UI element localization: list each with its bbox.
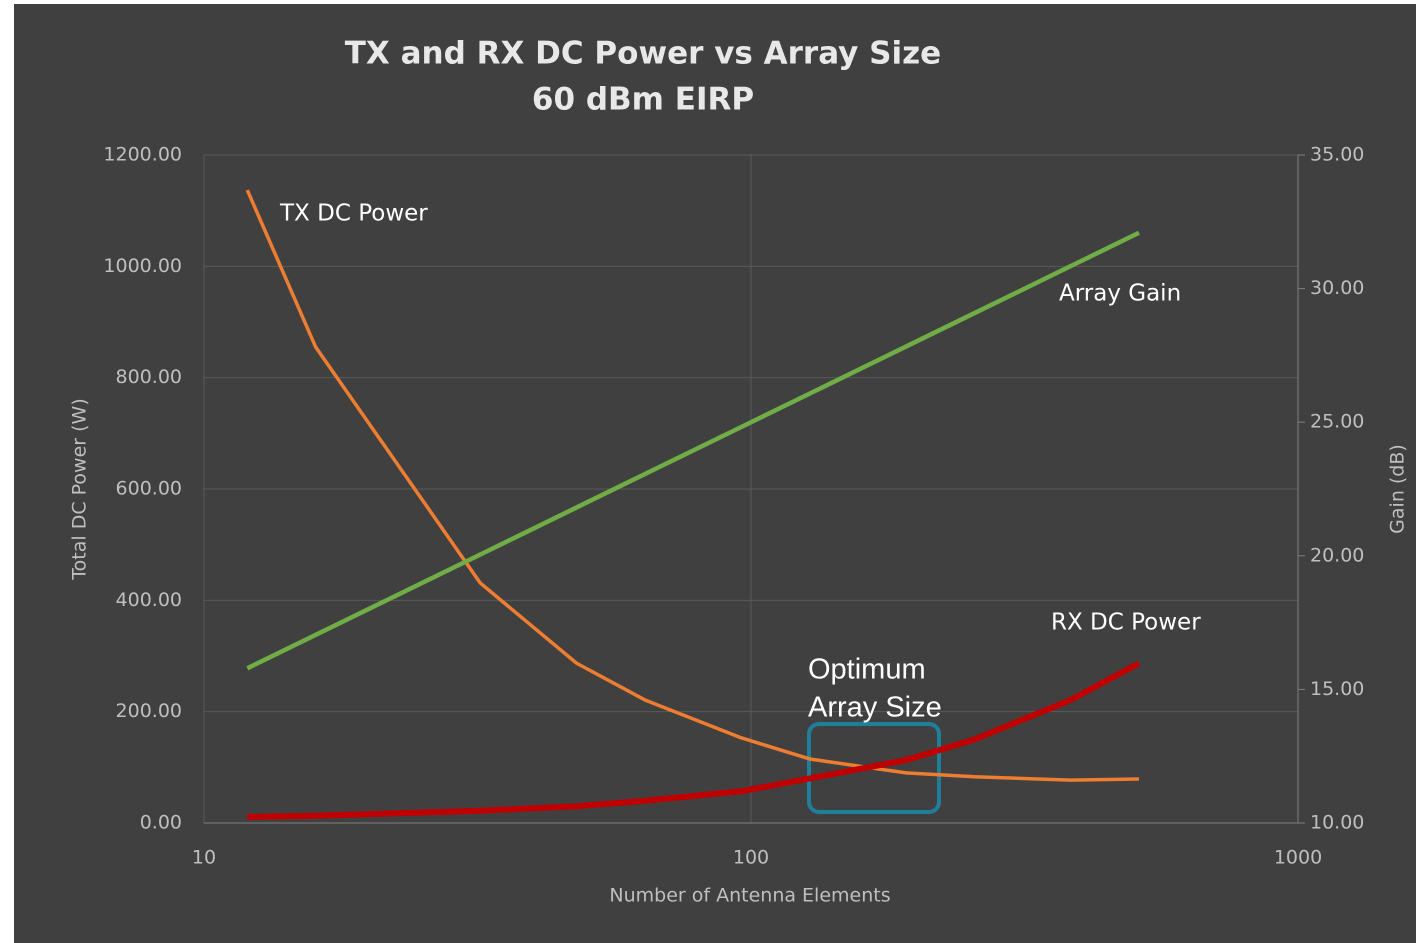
y2-tick-label: 10.00 [1310, 812, 1364, 834]
x-axis-label: Number of Antenna Elements [609, 885, 890, 907]
x-tick-label: 1000 [1274, 847, 1322, 869]
chart-subtitle: 60 dBm EIRP [532, 82, 754, 118]
annotation: Array Size [808, 692, 942, 724]
y2-tick-label: 20.00 [1310, 544, 1364, 566]
y2-axis-label: Gain (dB) [1387, 444, 1409, 534]
series-line [245, 189, 1139, 782]
y2-tick-label: 30.00 [1310, 277, 1364, 299]
series-line [247, 660, 1141, 820]
chart-title: TX and RX DC Power vs Array Size [345, 36, 941, 72]
series-label: RX DC Power [1051, 610, 1201, 636]
y-tick-label: 0.00 [140, 812, 182, 834]
y-axis-label: Total DC Power (W) [69, 398, 91, 580]
y-tick-label: 1000.00 [103, 255, 182, 277]
annotation: Optimum [808, 654, 926, 686]
y-tick-label: 800.00 [116, 366, 182, 388]
chart-background [14, 4, 1416, 943]
highlight-box [807, 722, 941, 814]
y2-tick-label: 25.00 [1310, 411, 1364, 433]
series-label: Array Gain [1059, 281, 1181, 307]
x-tick-label: 100 [733, 847, 769, 869]
y-tick-label: 600.00 [116, 478, 182, 500]
y2-tick-label: 35.00 [1310, 144, 1364, 166]
y-tick-label: 200.00 [116, 700, 182, 722]
y-tick-label: 1200.00 [103, 144, 182, 166]
series-label: TX DC Power [279, 201, 428, 227]
y2-tick-label: 15.00 [1310, 678, 1364, 700]
series-line [246, 230, 1140, 671]
x-tick-label: 10 [192, 847, 216, 869]
y-tick-label: 400.00 [116, 589, 182, 611]
